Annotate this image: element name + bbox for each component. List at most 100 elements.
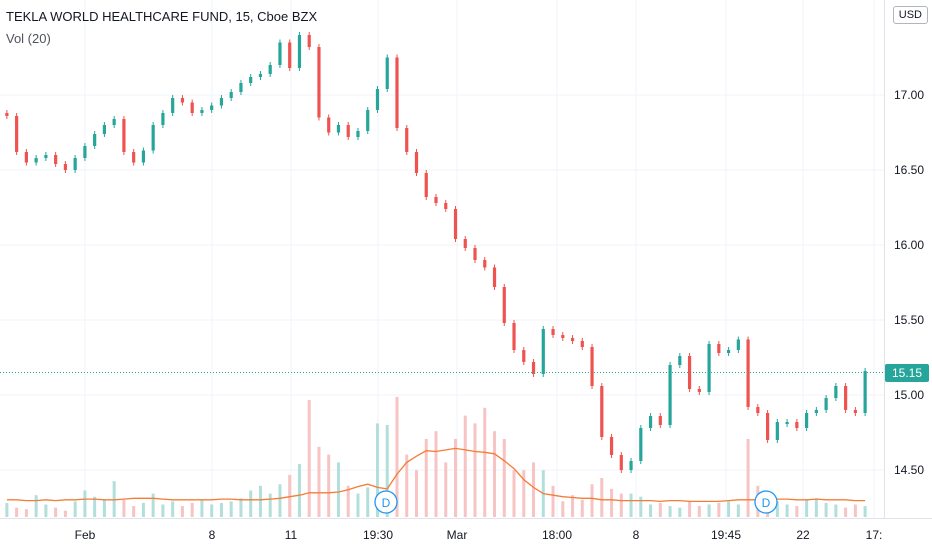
candle <box>395 57 399 128</box>
volume-bar <box>629 493 633 517</box>
volume-bar <box>512 470 516 517</box>
candle <box>356 131 360 137</box>
last-price-tag: 15.15 <box>885 363 929 382</box>
candle <box>502 287 506 323</box>
volume-bar <box>444 462 448 517</box>
volume-bar <box>658 502 662 517</box>
candle <box>424 173 428 197</box>
volume-bar <box>297 463 301 517</box>
volume-bar <box>707 504 711 517</box>
volume-indicator-label[interactable]: Vol (20) <box>6 31 51 46</box>
candle <box>249 77 253 83</box>
volume-bar <box>327 454 331 517</box>
candle <box>834 386 838 398</box>
candle <box>765 413 770 440</box>
volume-bar <box>73 501 77 517</box>
candle <box>570 338 575 341</box>
price-tick-label: 17.00 <box>894 88 924 102</box>
volume-bar <box>268 493 272 517</box>
volume-bar <box>414 470 418 517</box>
candle <box>54 155 58 164</box>
volume-bar <box>502 439 506 517</box>
volume-bar <box>785 504 789 517</box>
volume-bar <box>571 495 575 517</box>
candle <box>512 323 516 350</box>
candle <box>151 125 155 151</box>
volume-bar <box>190 502 194 517</box>
candle <box>795 422 799 428</box>
volume-ma-line <box>6 447 866 503</box>
candle <box>366 110 370 131</box>
candle <box>63 164 67 170</box>
candle <box>190 102 194 113</box>
volume-bar <box>795 506 799 517</box>
candle <box>219 98 224 106</box>
candle <box>83 146 87 158</box>
candle <box>814 410 818 413</box>
volume-bar <box>844 507 848 517</box>
volume-bar <box>746 439 750 517</box>
volume-bar <box>610 488 614 517</box>
volume-bar <box>580 499 584 517</box>
candle <box>34 158 38 163</box>
volume-bar <box>863 506 867 517</box>
candle <box>717 344 721 353</box>
volume-bar <box>697 506 701 517</box>
volume-bar <box>336 462 340 517</box>
volume-bar <box>63 510 67 517</box>
time-tick-label: 19:30 <box>363 528 393 542</box>
candle <box>697 389 701 392</box>
volume-bar <box>590 484 594 517</box>
volume-bar <box>853 504 857 517</box>
volume-bar <box>317 446 321 517</box>
candle <box>180 98 185 103</box>
candle <box>405 128 409 152</box>
volume-bar <box>727 501 731 517</box>
candle <box>268 65 272 74</box>
volume-bar <box>551 485 555 517</box>
volume-bar <box>385 424 389 517</box>
chart-title: TEKLA WORLD HEALTHCARE FUND, 15, Cboe BZ… <box>6 9 318 24</box>
candle <box>102 125 107 134</box>
volume-bar <box>688 501 692 517</box>
candle <box>541 329 545 374</box>
volume-bar <box>239 498 243 517</box>
volume-bar <box>649 504 653 517</box>
candle <box>453 209 458 239</box>
dividend-marker <box>374 490 398 514</box>
candles <box>5 32 867 473</box>
volume-bar <box>717 502 721 517</box>
candle <box>473 248 477 260</box>
candle <box>229 92 233 98</box>
candle <box>463 239 467 248</box>
volume-bar <box>463 415 467 517</box>
volume-bar <box>219 502 223 517</box>
candle <box>824 398 828 410</box>
volume-bar <box>171 501 175 517</box>
volume-bar <box>483 407 487 517</box>
candle <box>444 203 448 209</box>
candle <box>483 260 487 268</box>
candle <box>336 125 341 133</box>
volume-bar <box>278 484 282 517</box>
candle <box>853 410 857 413</box>
candle <box>73 158 77 170</box>
candle <box>15 116 19 152</box>
candle <box>707 344 711 392</box>
volume-bar <box>678 507 682 517</box>
dividend-marker-label: D <box>762 496 771 510</box>
legend: TEKLA WORLD HEALTHCARE FUND, 15, Cboe BZ… <box>6 6 317 50</box>
candle <box>375 89 380 110</box>
time-tick-label: 18:00 <box>542 528 572 542</box>
currency-button[interactable]: USD <box>892 6 928 24</box>
volume-bar <box>522 470 526 517</box>
volume-bar <box>132 506 136 517</box>
candle <box>844 386 848 410</box>
candle <box>492 267 497 287</box>
price-tick-label: 15.00 <box>894 388 924 402</box>
time-tick-label: 22 <box>796 528 810 542</box>
candle <box>112 119 116 125</box>
volume-bar <box>600 478 604 517</box>
candle <box>580 341 584 347</box>
